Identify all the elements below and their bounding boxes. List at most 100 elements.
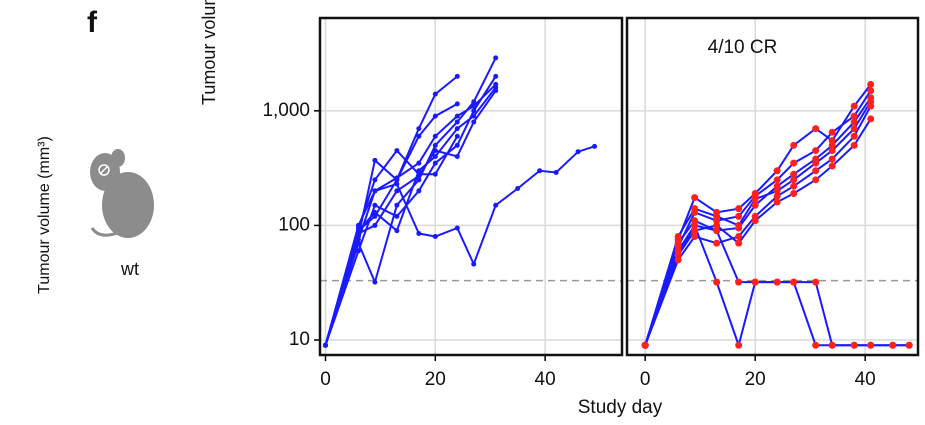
data-point bbox=[515, 186, 521, 192]
data-point bbox=[828, 128, 836, 136]
data-point bbox=[828, 141, 836, 149]
data-point bbox=[432, 113, 438, 119]
data-point bbox=[432, 142, 438, 148]
data-point bbox=[432, 234, 438, 240]
data-point bbox=[432, 171, 438, 177]
data-point bbox=[828, 155, 836, 163]
data-point bbox=[790, 159, 798, 167]
data-point bbox=[592, 143, 598, 149]
data-point bbox=[850, 341, 858, 349]
data-point bbox=[471, 103, 477, 109]
data-point bbox=[773, 198, 781, 206]
data-point bbox=[867, 341, 875, 349]
x-tick-label: 0 bbox=[640, 369, 651, 390]
data-point bbox=[828, 162, 836, 170]
data-point bbox=[355, 225, 361, 231]
data-point bbox=[553, 169, 559, 175]
data-point bbox=[372, 222, 378, 228]
data-point bbox=[773, 167, 781, 175]
data-point bbox=[735, 221, 743, 229]
data-point bbox=[751, 201, 759, 209]
data-point bbox=[394, 148, 400, 154]
data-point bbox=[812, 159, 820, 167]
y-axis-label: Tumour volume (mm³) bbox=[199, 0, 219, 105]
data-point bbox=[735, 341, 743, 349]
data-point bbox=[867, 98, 875, 106]
y-tick-label: 1,000 bbox=[262, 100, 310, 121]
data-point bbox=[372, 157, 378, 163]
data-point bbox=[537, 168, 543, 174]
x-tick-label: 20 bbox=[425, 369, 446, 390]
data-point bbox=[355, 237, 361, 243]
data-point bbox=[828, 341, 836, 349]
data-point bbox=[471, 99, 477, 105]
data-point bbox=[575, 149, 581, 155]
data-point bbox=[416, 188, 422, 194]
data-point bbox=[674, 233, 682, 241]
data-point bbox=[432, 133, 438, 139]
data-point bbox=[471, 108, 477, 114]
data-point bbox=[454, 126, 460, 132]
data-point bbox=[735, 239, 743, 247]
data-point bbox=[641, 341, 649, 349]
data-point bbox=[432, 153, 438, 159]
series-line bbox=[644, 83, 872, 346]
data-point bbox=[394, 202, 400, 208]
data-point bbox=[773, 187, 781, 195]
data-point bbox=[691, 227, 699, 235]
data-point bbox=[889, 341, 897, 349]
y-axis-label: Tumour volume (mm³) bbox=[36, 136, 53, 294]
data-point bbox=[372, 202, 378, 208]
data-point bbox=[416, 126, 422, 132]
data-point bbox=[454, 119, 460, 125]
data-point bbox=[674, 251, 682, 259]
data-point bbox=[812, 147, 820, 155]
mouse-icon bbox=[90, 149, 154, 238]
data-point bbox=[394, 181, 400, 187]
data-point bbox=[790, 141, 798, 149]
data-point bbox=[713, 227, 721, 235]
data-point bbox=[773, 278, 781, 286]
data-point bbox=[850, 125, 858, 133]
data-point bbox=[394, 175, 400, 181]
data-point bbox=[691, 205, 699, 213]
data-point bbox=[812, 125, 820, 133]
data-point bbox=[372, 209, 378, 215]
data-point bbox=[735, 278, 743, 286]
series-line bbox=[324, 135, 459, 346]
data-point bbox=[454, 225, 460, 231]
data-point bbox=[850, 132, 858, 140]
data-point bbox=[372, 177, 378, 183]
data-point bbox=[416, 133, 422, 139]
plot-frame bbox=[625, 16, 920, 357]
data-point bbox=[394, 213, 400, 219]
mouse-label: wt bbox=[120, 259, 139, 279]
x-tick-label: 0 bbox=[320, 369, 331, 390]
data-point bbox=[790, 170, 798, 178]
data-point bbox=[454, 113, 460, 119]
data-point bbox=[416, 160, 422, 166]
data-point bbox=[493, 73, 499, 79]
data-point bbox=[471, 261, 477, 267]
data-point bbox=[812, 341, 820, 349]
data-point bbox=[416, 177, 422, 183]
y-tick-label: 10 bbox=[289, 329, 310, 350]
data-point bbox=[471, 119, 477, 125]
data-point bbox=[454, 73, 460, 79]
data-point bbox=[454, 153, 460, 159]
data-point bbox=[867, 87, 875, 95]
data-point bbox=[355, 248, 361, 254]
data-point bbox=[790, 278, 798, 286]
data-point bbox=[850, 102, 858, 110]
data-point bbox=[493, 88, 499, 94]
data-point bbox=[372, 279, 378, 285]
data-point bbox=[812, 176, 820, 184]
series-line bbox=[644, 105, 872, 346]
data-point bbox=[713, 278, 721, 286]
data-point bbox=[867, 115, 875, 123]
y-tick-label: 100 bbox=[278, 214, 310, 235]
x-tick-label: 40 bbox=[535, 369, 556, 390]
data-point bbox=[773, 192, 781, 200]
series-line bbox=[324, 145, 595, 346]
